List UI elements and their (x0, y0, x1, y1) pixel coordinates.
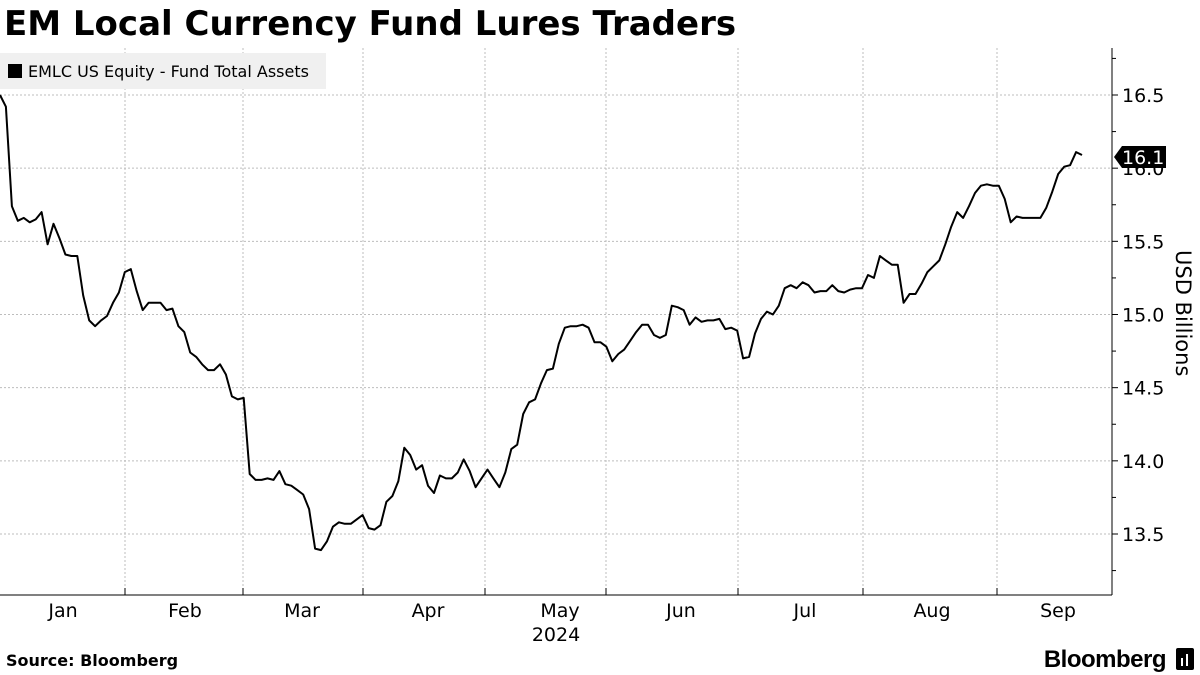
y-tick-label: 15.0 (1122, 305, 1164, 327)
x-tick-label: May (540, 600, 579, 622)
source-note: Source: Bloomberg (6, 651, 179, 670)
chart-title: EM Local Currency Fund Lures Traders (4, 4, 737, 44)
x-tick-label: Jan (47, 600, 77, 622)
last-value-callout: 16.1 (1114, 145, 1166, 169)
y-tick-label: 14.0 (1122, 451, 1164, 473)
legend-label: EMLC US Equity - Fund Total Assets (28, 62, 309, 81)
y-axis: 13.514.014.515.015.516.016.5 (1111, 48, 1164, 595)
series-line-path (0, 94, 1083, 552)
x-tick-label: Mar (284, 600, 320, 622)
y-tick-label: 16.5 (1122, 85, 1164, 107)
x-axis: Jan Feb Mar Apr May Jun Jul Aug Sep (0, 588, 1112, 622)
x-axis-year-label: 2024 (532, 624, 580, 646)
x-tick-label: Jul (793, 600, 817, 622)
y-tick-label: 14.5 (1122, 378, 1164, 400)
y-tick-label: 15.5 (1122, 231, 1164, 253)
x-tick-label: Feb (168, 600, 202, 622)
x-tick-label: Aug (913, 600, 950, 622)
last-value-label: 16.1 (1122, 147, 1164, 169)
y-axis-label: USD Billions (1171, 250, 1195, 376)
x-tick-label: Sep (1040, 600, 1076, 622)
y-tick-label: 13.5 (1122, 524, 1164, 546)
last-value-badge (1114, 145, 1166, 168)
legend-swatch (8, 64, 22, 78)
series-line (0, 94, 1083, 552)
bloomberg-logo: Bloomberg (1043, 646, 1167, 673)
legend: EMLC US Equity - Fund Total Assets (0, 53, 326, 89)
x-tick-label: Jun (665, 600, 696, 622)
gridlines (0, 48, 1112, 595)
legend-box (0, 53, 326, 89)
bloomberg-terminal-icon (1176, 648, 1194, 670)
x-tick-label: Apr (412, 600, 445, 622)
